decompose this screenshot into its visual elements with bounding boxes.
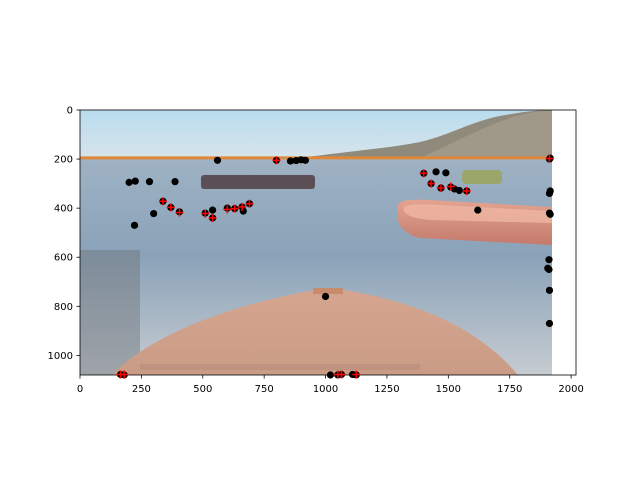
red-plus-7 (238, 202, 247, 211)
hillside-light (420, 110, 552, 160)
x-tick-label: 1500 (436, 384, 461, 395)
black-point-45 (545, 319, 554, 328)
y-tick-label: 800 (54, 302, 73, 313)
x-tick-label: 1750 (497, 384, 522, 395)
black-point-12 (213, 156, 222, 164)
black-point-32 (474, 206, 482, 214)
bow-rail (140, 364, 420, 370)
red-plus-9 (272, 156, 281, 165)
black-point-5 (150, 209, 158, 218)
red-plus-19 (352, 370, 361, 379)
black-point-43 (545, 265, 553, 274)
x-tick-label: 1000 (313, 384, 338, 395)
red-plus-20 (545, 154, 554, 163)
black-point-27 (442, 169, 450, 177)
black-point-19 (286, 157, 295, 165)
black-point-11 (208, 206, 217, 214)
x-tick-label: 500 (193, 384, 212, 395)
black-point-47 (546, 187, 554, 195)
red-plus-4 (208, 213, 217, 222)
y-tick-label: 1000 (48, 351, 73, 362)
bow-hull (112, 288, 518, 375)
distant-boat (201, 175, 315, 189)
bow-tip (313, 288, 343, 294)
black-point-49 (546, 210, 554, 218)
red-plus-2 (175, 208, 184, 217)
black-point-2 (145, 178, 154, 186)
black-point-42 (545, 256, 553, 264)
red-plus-0 (158, 197, 167, 206)
red-plus-8 (245, 199, 254, 208)
y-tick-label: 200 (54, 155, 73, 166)
x-tick-label: 0 (77, 384, 83, 395)
red-plus-14 (462, 186, 471, 195)
x-tick-label: 250 (132, 384, 151, 395)
red-plus-13 (446, 182, 455, 191)
black-point-22 (301, 156, 310, 164)
y-tick-label: 600 (54, 253, 73, 264)
black-point-44 (545, 286, 554, 294)
black-point-25 (432, 168, 440, 176)
red-plus-10 (419, 169, 428, 178)
black-point-0 (125, 178, 133, 186)
red-plus-6 (230, 204, 239, 213)
red-plus-18 (337, 370, 346, 379)
red-plus-series (116, 154, 554, 379)
red-plus-3 (201, 209, 210, 218)
x-tick-label: 1250 (374, 384, 399, 395)
black-point-3 (171, 178, 179, 186)
red-plus-11 (427, 179, 436, 188)
red-plus-12 (436, 184, 445, 193)
black-point-1 (131, 177, 139, 185)
background-photo (80, 110, 552, 375)
red-plus-16 (120, 370, 129, 379)
distant-boat-green (462, 170, 502, 184)
y-axis-ticks: 0 200 400 600 800 1000 (48, 106, 80, 362)
water-shadow-left (80, 250, 140, 375)
x-tick-label: 2000 (558, 384, 583, 395)
x-tick-label: 750 (255, 384, 274, 395)
black-point-34 (326, 371, 335, 379)
red-plus-1 (166, 203, 175, 212)
x-axis-ticks: 0 250 500 750 1000 1250 1500 1750 2000 (77, 375, 584, 395)
y-tick-label: 0 (67, 106, 73, 117)
black-point-16 (239, 207, 247, 215)
red-plus-5 (223, 205, 232, 214)
black-point-30 (455, 186, 463, 195)
black-point-4 (130, 221, 139, 229)
black-point-33 (321, 292, 330, 301)
y-tick-label: 400 (54, 204, 73, 215)
